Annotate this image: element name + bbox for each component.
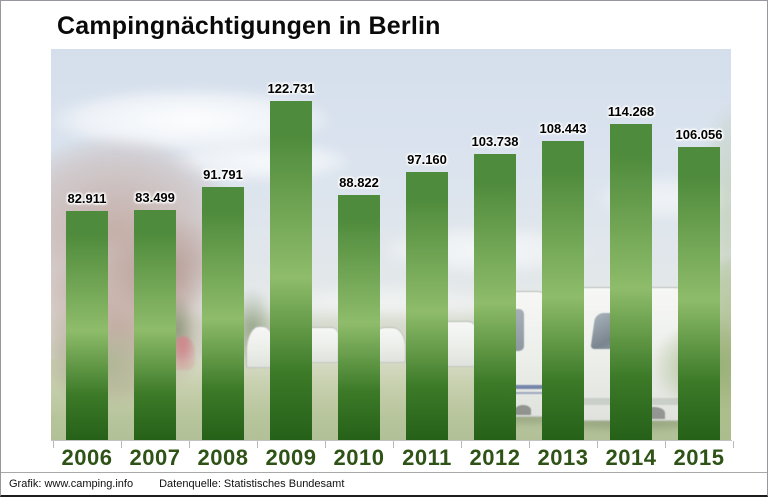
axis-tick <box>325 441 326 448</box>
bar-value-label: 97.160 <box>407 152 447 167</box>
year-label-2009: 2009 <box>265 445 317 470</box>
axis-tick <box>121 441 122 448</box>
year-label-2015: 2015 <box>673 445 725 470</box>
bar-value-label: 82.911 <box>67 191 107 206</box>
axis-tick <box>733 441 734 448</box>
bar-value-label: 103.738 <box>471 134 519 149</box>
bar-2008 <box>202 187 244 441</box>
footer-credit: Grafik: www.camping.info <box>9 478 134 490</box>
caravan-shadow <box>491 413 561 423</box>
axis-tick <box>597 441 598 448</box>
bar-value-label: 88.822 <box>339 175 379 190</box>
year-label-2013: 2013 <box>537 445 589 470</box>
bar-2013 <box>542 141 584 441</box>
bar-2010 <box>338 195 380 441</box>
bar-value-label: 108.443 <box>539 121 587 136</box>
x-axis-ticks <box>51 441 734 449</box>
chart-title: Campingnächtigungen in Berlin <box>57 12 441 40</box>
axis-tick <box>393 441 394 448</box>
bar-2006 <box>66 211 108 441</box>
plot-area: 82.911 83.499 91.791 122.731 88.822 97.160 103… <box>51 49 731 441</box>
x-axis-line <box>51 440 732 441</box>
axis-tick <box>529 441 530 448</box>
year-label-2006: 2006 <box>61 445 113 470</box>
bar-value-label: 83.499 <box>135 190 175 205</box>
bar-2015 <box>678 147 720 441</box>
bar-value-label: 106.056 <box>675 127 723 142</box>
year-label-2010: 2010 <box>333 445 385 470</box>
bar-value-label: 122.731 <box>267 81 315 96</box>
footer-divider <box>1 472 767 473</box>
year-label-2008: 2008 <box>197 445 249 470</box>
bar-value-label: 91.791 <box>203 167 243 182</box>
year-label-2011: 2011 <box>402 445 452 470</box>
year-label-2012: 2012 <box>469 445 521 470</box>
bar-2014 <box>610 124 652 441</box>
axis-tick <box>257 441 258 448</box>
bar-2009 <box>270 101 312 441</box>
x-axis-labels: 2006 2007 2008 2009 2010 2011 2012 2013 2014 2015 <box>51 443 731 473</box>
bar-2011 <box>406 172 448 441</box>
bar-2007 <box>134 210 176 441</box>
footer-source: Datenquelle: Statistisches Bundesamt <box>159 478 345 490</box>
year-label-2014: 2014 <box>605 445 657 470</box>
axis-tick <box>461 441 462 448</box>
bar-2012 <box>474 154 516 441</box>
axis-tick <box>665 441 666 448</box>
caravan-wheel <box>515 405 531 415</box>
bar-value-label: 114.268 <box>607 104 655 119</box>
bars-layer: 82.911 83.499 91.791 122.731 88.822 97.160 103… <box>51 49 731 441</box>
axis-tick <box>53 441 54 448</box>
year-label-2007: 2007 <box>129 445 181 470</box>
footer: Grafik: www.camping.info Datenquelle: St… <box>1 473 767 495</box>
axis-tick <box>189 441 190 448</box>
